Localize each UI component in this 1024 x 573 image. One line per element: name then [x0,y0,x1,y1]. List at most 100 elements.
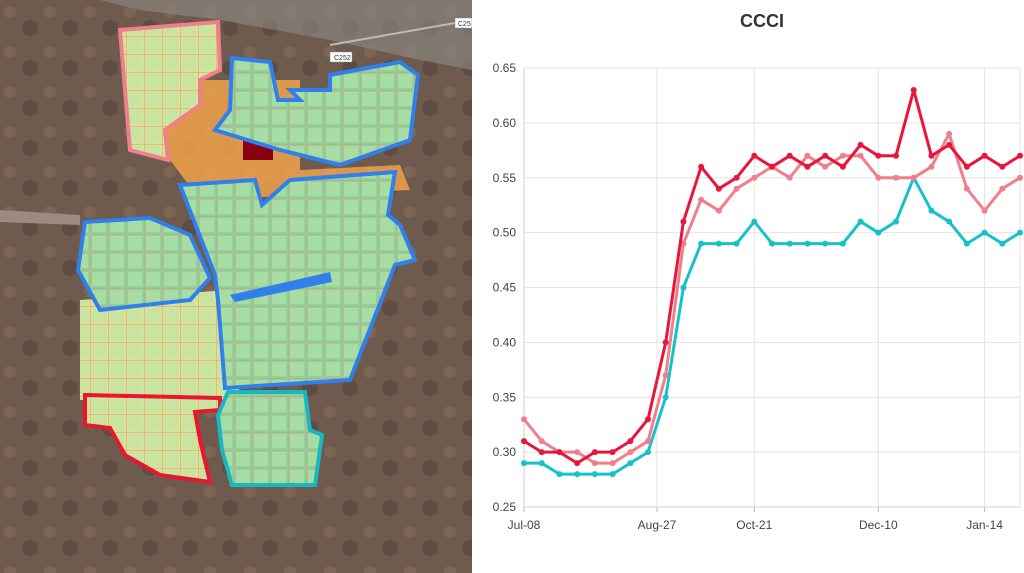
data-point[interactable] [822,152,829,159]
data-point[interactable] [804,152,811,159]
data-point[interactable] [769,240,775,247]
data-point[interactable] [662,339,669,346]
data-point[interactable] [698,163,705,170]
data-point[interactable] [521,416,527,423]
data-point[interactable] [733,240,740,247]
data-point[interactable] [963,163,970,170]
data-point[interactable] [981,229,988,236]
data-point[interactable] [715,207,722,214]
data-point[interactable] [839,240,846,247]
data-point[interactable] [627,438,634,445]
y-tick-label: 0.25 [493,500,517,514]
data-point[interactable] [893,218,899,225]
data-point[interactable] [804,240,811,247]
data-point[interactable] [733,185,740,192]
data-point[interactable] [804,163,811,170]
data-point[interactable] [751,152,758,159]
data-point[interactable] [645,438,651,445]
data-point[interactable] [910,86,917,93]
data-point[interactable] [839,152,846,159]
data-point[interactable] [1017,174,1023,181]
data-point[interactable] [857,152,864,159]
data-point[interactable] [893,152,899,159]
data-point[interactable] [857,218,864,225]
data-point[interactable] [538,438,545,445]
data-point[interactable] [698,196,705,203]
data-point[interactable] [733,174,740,181]
data-point[interactable] [591,449,598,456]
data-point[interactable] [857,141,864,148]
data-point[interactable] [875,229,882,236]
road-label-c25: C25 [458,21,471,28]
data-point[interactable] [981,152,988,159]
data-point[interactable] [1017,152,1023,159]
field-blue-north-outline[interactable] [211,55,421,168]
data-point[interactable] [521,460,527,467]
data-point[interactable] [662,372,669,379]
data-point[interactable] [662,394,669,401]
data-point[interactable] [609,449,616,456]
data-point[interactable] [786,240,793,247]
data-point[interactable] [538,449,545,456]
data-point[interactable] [928,152,935,159]
data-point[interactable] [963,185,970,192]
data-point[interactable] [627,460,634,467]
data-point[interactable] [574,471,581,478]
data-point[interactable] [698,240,705,247]
data-point[interactable] [839,163,846,170]
data-point[interactable] [822,240,829,247]
data-point[interactable] [822,163,829,170]
data-point[interactable] [999,163,1006,170]
data-point[interactable] [928,163,935,170]
data-point[interactable] [609,460,616,467]
data-point[interactable] [715,185,722,192]
data-point[interactable] [946,218,953,225]
y-tick-label: 0.45 [493,281,517,295]
data-point[interactable] [574,449,581,456]
data-point[interactable] [875,152,882,159]
y-tick-label: 0.50 [493,226,517,240]
data-point[interactable] [521,438,527,445]
x-tick-label: Jul-08 [508,518,541,532]
road [0,210,80,225]
data-point[interactable] [680,218,687,225]
data-point[interactable] [786,174,793,181]
field-teal-outline[interactable] [215,390,325,487]
y-tick-label: 0.30 [493,445,517,459]
y-tick-label: 0.35 [493,390,517,404]
data-point[interactable] [538,460,545,467]
data-point[interactable] [645,449,651,456]
data-point[interactable] [715,240,722,247]
data-point[interactable] [627,449,634,456]
data-point[interactable] [591,471,598,478]
data-point[interactable] [910,174,917,181]
data-point[interactable] [893,174,899,181]
data-point[interactable] [999,240,1006,247]
data-point[interactable] [680,240,687,247]
data-point[interactable] [574,460,581,467]
data-point[interactable] [946,141,953,148]
data-point[interactable] [999,185,1006,192]
data-point[interactable] [786,152,793,159]
data-point[interactable] [680,284,687,291]
data-point[interactable] [769,163,775,170]
data-point[interactable] [1017,229,1023,236]
data-point[interactable] [609,471,616,478]
road-sign [454,17,472,29]
data-point[interactable] [963,240,970,247]
chart-canvas: CCCI 0.25 0.30 0.35 0.40 0.45 0.50 0.55 0.60 0.6… [493,11,1023,532]
data-point[interactable] [981,207,988,214]
data-point[interactable] [875,174,882,181]
data-point[interactable] [751,174,758,181]
field-pink-outline[interactable] [117,19,223,163]
data-point[interactable] [751,218,758,225]
data-point[interactable] [928,207,935,214]
x-tick-label: Dec-10 [859,518,898,532]
data-point[interactable] [946,130,953,137]
data-point[interactable] [645,416,651,423]
data-point[interactable] [591,460,598,467]
data-point[interactable] [556,449,563,456]
data-point[interactable] [556,471,563,478]
y-tick-label: 0.55 [493,171,517,185]
field-blue-west-outline[interactable] [75,215,213,313]
